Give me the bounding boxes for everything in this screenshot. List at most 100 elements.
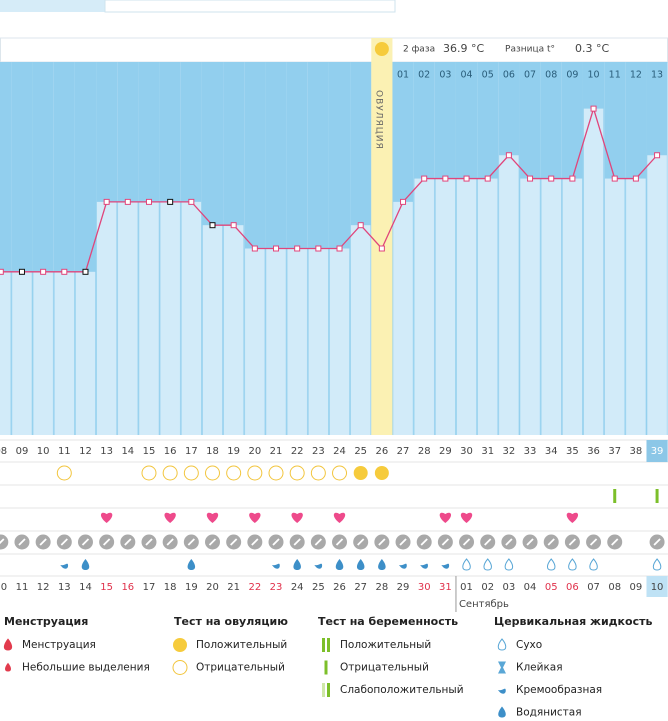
temperature-point — [209, 222, 216, 229]
legend-icon — [3, 638, 13, 651]
note-pen — [357, 538, 365, 546]
ovulation-label: ОВУЛЯЦИЯ — [373, 90, 383, 150]
note-pen — [568, 538, 577, 546]
temperature-point — [61, 268, 68, 275]
cervical — [378, 559, 386, 570]
cervical — [187, 559, 196, 570]
temperature-point — [442, 175, 449, 182]
column-lower — [139, 201, 159, 435]
phase2-day: 11 — [609, 70, 621, 81]
cervical — [272, 563, 280, 569]
ovulation-test — [353, 466, 368, 480]
legend-icon — [172, 660, 188, 675]
cervical — [546, 558, 556, 571]
cervical — [504, 558, 514, 571]
temperature-point — [0, 268, 4, 275]
date: 03 — [503, 582, 516, 593]
temperature-point — [273, 245, 280, 252]
date: 28 — [375, 582, 388, 593]
legend-icon — [327, 638, 330, 652]
column-lower — [12, 271, 32, 435]
pregnancy-test — [655, 489, 659, 503]
cycle-day: 16 — [164, 446, 177, 457]
cervical — [335, 559, 344, 570]
temperature-point — [18, 268, 25, 275]
column-lower — [160, 201, 180, 435]
heart — [164, 512, 176, 523]
column-upper — [0, 62, 12, 435]
legend-label: Положительный — [196, 639, 287, 651]
column-lower — [245, 248, 265, 435]
date: 23 — [270, 582, 283, 593]
cycle-day: 31 — [481, 446, 494, 457]
cycle-day: 34 — [545, 446, 558, 457]
temperature-point — [400, 198, 407, 205]
note-pen — [124, 538, 132, 546]
date: 11 — [16, 582, 29, 593]
header-strip — [0, 37, 668, 63]
temperature-point — [251, 245, 258, 252]
legend-label: Отрицательный — [196, 662, 285, 674]
phase2-day: 04 — [460, 70, 472, 81]
phase2-day: 12 — [630, 70, 642, 81]
cycle-day: 10 — [37, 446, 50, 457]
temperature-point — [569, 175, 576, 182]
column-lower — [393, 201, 413, 435]
temperature-point — [145, 198, 152, 205]
legend-icon — [322, 638, 325, 652]
ovulation-test — [332, 465, 348, 481]
cycle-day: 15 — [143, 446, 156, 457]
date: 26 — [333, 582, 346, 593]
temperature-point — [527, 175, 534, 182]
cycle-day: 29 — [439, 446, 452, 457]
legend-icon — [498, 688, 506, 694]
ovulation-test — [310, 465, 326, 481]
column-lower — [541, 178, 562, 435]
note-pen — [18, 538, 26, 546]
ovulation-test — [183, 465, 199, 481]
cervical — [399, 563, 407, 569]
temperature-point — [40, 268, 47, 275]
legend-icon — [324, 660, 328, 675]
note-pen — [314, 538, 322, 546]
cycle-day: 20 — [248, 446, 261, 457]
note-pen — [251, 538, 259, 546]
note-pen — [335, 538, 344, 546]
legend-label: Отрицательный — [340, 662, 429, 674]
phase2-day: 02 — [418, 70, 430, 81]
heart — [291, 512, 303, 523]
cycle-day: 27 — [397, 446, 410, 457]
ovulation-test — [56, 465, 72, 481]
column-lower — [477, 178, 498, 435]
cycle-day: 14 — [121, 446, 134, 457]
temperature-point — [188, 198, 195, 205]
phase2-day: 05 — [482, 70, 494, 81]
legend-label: Сухо — [516, 639, 542, 651]
date: 13 — [58, 582, 71, 593]
heart — [249, 512, 261, 523]
temperature-point — [378, 245, 385, 252]
note-pen — [293, 538, 301, 546]
date: 19 — [185, 582, 198, 593]
ovulation-test — [226, 465, 242, 481]
cycle-day: 33 — [524, 446, 537, 457]
date: 09 — [630, 582, 643, 593]
date: 08 — [608, 582, 621, 593]
column-lower — [583, 108, 604, 435]
cycle-day: 19 — [227, 446, 240, 457]
note-pen — [272, 538, 280, 546]
legend-icon — [322, 683, 325, 697]
phase2-day: 08 — [545, 70, 557, 81]
heart — [460, 512, 473, 523]
column-lower — [54, 271, 75, 435]
cervical — [589, 558, 598, 571]
cycle-day: 17 — [185, 446, 198, 457]
temperature-point — [103, 198, 110, 205]
date: 07 — [587, 582, 600, 593]
ovulation-dot — [374, 42, 389, 56]
cervical — [462, 558, 471, 571]
column-lower — [33, 271, 53, 435]
heart — [333, 512, 346, 523]
column-lower — [350, 225, 371, 435]
phase-label: 2 фаза — [403, 45, 435, 55]
